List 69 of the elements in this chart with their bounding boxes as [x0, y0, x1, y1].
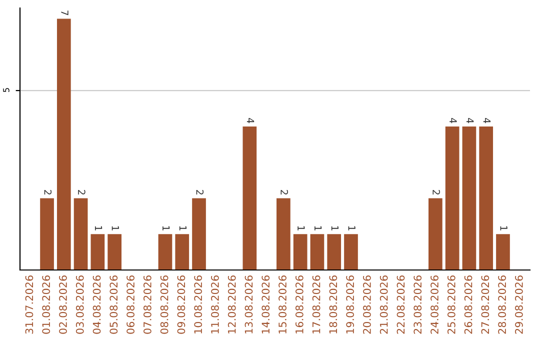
x-tick-label: 07.08.2026	[143, 276, 152, 334]
data-label: 2	[44, 190, 52, 194]
bar	[276, 198, 290, 270]
bar	[428, 198, 442, 270]
bar	[56, 18, 71, 270]
x-tick-label: 29.08.2026	[515, 276, 523, 334]
x-tick-label: 06.08.2026	[126, 276, 134, 334]
bar	[40, 198, 54, 270]
data-label: 4	[450, 118, 457, 124]
x-tick-label: 14.08.2026	[262, 276, 270, 334]
bar	[175, 234, 190, 270]
x-tick-label: 11.08.2026	[211, 276, 219, 334]
x-tick-label: 03.08.2026	[76, 276, 84, 334]
data-label: 1	[95, 226, 102, 230]
x-tick-label: 23.08.2026	[414, 276, 422, 334]
data-label: 1	[298, 226, 305, 230]
bar	[108, 234, 122, 270]
x-tick-label: 16.08.2026	[295, 276, 304, 334]
data-label: 2	[196, 190, 204, 194]
data-label: 1	[162, 226, 170, 230]
bar	[327, 234, 342, 270]
x-tick-label: 26.08.2026	[464, 276, 472, 334]
bar	[192, 198, 206, 270]
x-tick-label: 01.08.2026	[42, 276, 50, 334]
bar	[310, 234, 324, 270]
data-label: 1	[314, 226, 322, 230]
x-tick-label: 02.08.2026	[59, 276, 67, 334]
bar	[158, 234, 172, 270]
data-label: 2	[432, 190, 440, 194]
x-tick-label: 09.08.2026	[177, 276, 186, 334]
data-label: 1	[348, 226, 356, 230]
x-tick-label: 25.08.2026	[447, 276, 456, 334]
bar	[462, 126, 476, 270]
bar	[242, 126, 257, 270]
data-label: 4	[246, 118, 254, 124]
x-tick-label: 20.08.2026	[363, 276, 371, 334]
x-tick-label: 08.08.2026	[160, 276, 168, 334]
x-tick-label: 24.08.2026	[430, 276, 438, 334]
x-tick-label: 18.08.2026	[329, 276, 338, 334]
bar	[74, 198, 88, 270]
x-tick-label: 12.08.2026	[228, 276, 236, 334]
x-tick-label: 31.07.2026	[25, 276, 34, 334]
bar	[479, 126, 494, 270]
x-tick-label: 13.08.2026	[244, 276, 253, 334]
bar	[90, 234, 105, 270]
x-tick-label: 19.08.2026	[346, 276, 354, 334]
data-label: 1	[500, 226, 508, 230]
data-label: 4	[466, 118, 474, 124]
x-tick-label: 27.08.2026	[481, 276, 490, 334]
data-label: 1	[112, 226, 119, 230]
data-label: 1	[331, 226, 339, 230]
bar	[344, 234, 358, 270]
x-tick-label: 17.08.2026	[312, 276, 320, 334]
x-tick-label: 04.08.2026	[92, 276, 101, 334]
bar	[293, 234, 308, 270]
x-tick-label: 21.08.2026	[380, 276, 388, 334]
y-tick-label: 5	[3, 88, 10, 92]
x-tick-label: 15.08.2026	[278, 276, 286, 334]
x-tick-label: 10.08.2026	[194, 276, 202, 334]
bar	[496, 234, 510, 270]
x-tick-label: 28.08.2026	[498, 276, 506, 334]
data-label: 4	[483, 118, 490, 124]
bar	[445, 126, 460, 270]
data-label: 2	[78, 190, 86, 194]
data-label: 7	[61, 10, 68, 16]
data-label: 1	[179, 226, 187, 230]
x-tick-label: 22.08.2026	[396, 276, 405, 334]
data-label: 2	[280, 190, 288, 194]
x-tick-label: 05.08.2026	[110, 276, 118, 334]
